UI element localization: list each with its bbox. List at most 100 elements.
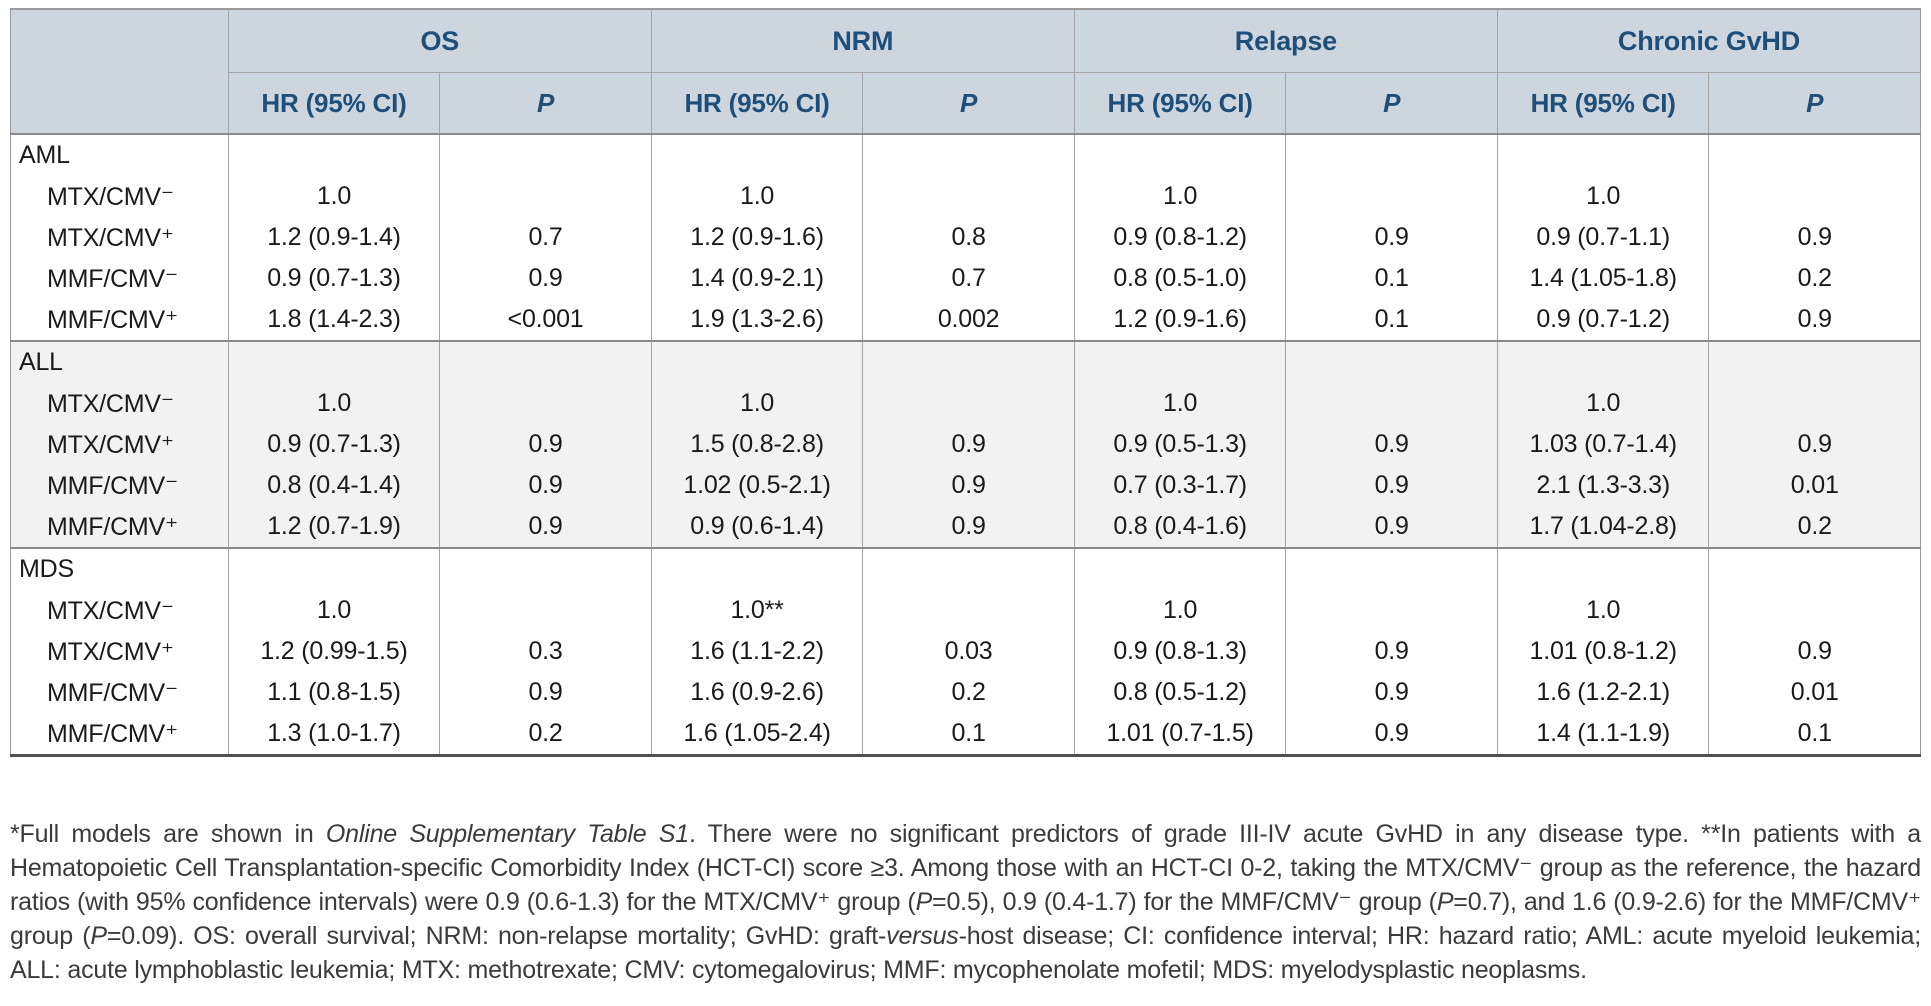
p-cell: 0.9 <box>439 424 652 465</box>
empty-cell <box>1073 134 1286 176</box>
os-hr-header: HR (95% CI) <box>227 72 440 134</box>
p-cell <box>1285 383 1498 424</box>
table-row: MMF/CMV⁻ 0.8 (0.4-1.4) 0.9 1.02 (0.5-2.1) 0.… <box>10 465 1921 506</box>
empty-cell <box>439 340 652 383</box>
empty-cell <box>439 134 652 176</box>
hr-cell: 1.6 (1.2-2.1) <box>1496 672 1709 713</box>
hr-cell: 1.6 (1.05-2.4) <box>650 713 863 756</box>
p-cell: 0.9 <box>1285 672 1498 713</box>
empty-cell <box>650 340 863 383</box>
group-header-row: OS NRM Relapse Chronic GvHD <box>10 9 1921 134</box>
hr-cell: 0.9 (0.8-1.3) <box>1073 631 1286 672</box>
section-header-row: MDS <box>10 547 1921 590</box>
hr-cell: 1.7 (1.04-2.8) <box>1496 506 1709 548</box>
table-row: MMF/CMV⁺ 1.3 (1.0-1.7) 0.2 1.6 (1.05-2.4) 0.… <box>10 713 1921 756</box>
p-cell <box>1285 176 1498 217</box>
hr-cell: 1.8 (1.4-2.3) <box>227 299 440 341</box>
row-label: MMF/CMV⁻ <box>10 258 229 299</box>
empty-cell <box>650 134 863 176</box>
nrm-p-header: P <box>862 72 1075 134</box>
relapse-p-header: P <box>1285 72 1498 134</box>
row-label: MMF/CMV⁺ <box>10 506 229 548</box>
empty-cell <box>1708 340 1921 383</box>
empty-cell <box>1073 547 1286 590</box>
hr-cell: 1.0 <box>1073 383 1286 424</box>
hr-cell: 1.0 <box>227 176 440 217</box>
footnote: *Full models are shown in Online Supplem… <box>10 820 1922 984</box>
table-header: OS NRM Relapse Chronic GvHD HR (95% CI) … <box>10 9 1921 134</box>
p-cell: 0.1 <box>1708 713 1921 756</box>
hr-cell: 0.9 (0.8-1.2) <box>1073 217 1286 258</box>
p-cell: 0.7 <box>439 217 652 258</box>
p-cell <box>439 590 652 631</box>
p-cell: 0.9 <box>1708 299 1921 341</box>
hr-cell: 0.8 (0.5-1.0) <box>1073 258 1286 299</box>
table-row: MTX/CMV⁺ 1.2 (0.99-1.5) 0.3 1.6 (1.1-2.2) 0.… <box>10 631 1921 672</box>
p-cell: 0.9 <box>1708 217 1921 258</box>
hr-cell: 1.02 (0.5-2.1) <box>650 465 863 506</box>
p-cell: <0.001 <box>439 299 652 341</box>
p-cell: 0.1 <box>862 713 1075 756</box>
p-cell: 0.9 <box>1708 631 1921 672</box>
p-cell: 0.1 <box>1285 299 1498 341</box>
p-cell: 0.9 <box>439 258 652 299</box>
group-header-chronic-gvhd: Chronic GvHD <box>1496 9 1921 73</box>
hr-cell: 1.03 (0.7-1.4) <box>1496 424 1709 465</box>
hr-cell: 0.9 (0.6-1.4) <box>650 506 863 548</box>
hr-cell: 1.2 (0.9-1.6) <box>1073 299 1286 341</box>
hr-cell: 1.0 <box>1073 176 1286 217</box>
table-row: MTX/CMV⁻ 1.0 1.0 1.0 1.0 <box>10 383 1921 424</box>
hr-cell: 1.0 <box>650 383 863 424</box>
p-cell: 0.002 <box>862 299 1075 341</box>
row-label: MTX/CMV⁻ <box>10 176 229 217</box>
p-cell: 0.9 <box>439 672 652 713</box>
empty-cell <box>1496 134 1709 176</box>
section-label: AML <box>10 134 229 176</box>
sub-header-row: HR (95% CI) P HR (95% CI) P HR (95% CI) … <box>11 72 1921 134</box>
row-label: MMF/CMV⁻ <box>10 465 229 506</box>
hr-cell: 0.9 (0.7-1.2) <box>1496 299 1709 341</box>
table-row: MMF/CMV⁺ 1.2 (0.7-1.9) 0.9 0.9 (0.6-1.4) 0.9… <box>10 506 1921 548</box>
table-row: MTX/CMV⁺ 0.9 (0.7-1.3) 0.9 1.5 (0.8-2.8) 0.9… <box>10 424 1921 465</box>
hr-cell: 1.0 <box>650 176 863 217</box>
hr-cell: 1.2 (0.99-1.5) <box>227 631 440 672</box>
section-label: ALL <box>10 340 229 383</box>
group-header-relapse: Relapse <box>1073 9 1498 73</box>
hr-cell: 1.0 <box>227 590 440 631</box>
row-label: MTX/CMV⁻ <box>10 590 229 631</box>
p-cell: 0.7 <box>862 258 1075 299</box>
hr-cell: 0.8 (0.4-1.4) <box>227 465 440 506</box>
p-cell: 0.9 <box>1285 631 1498 672</box>
p-cell: 0.9 <box>1285 424 1498 465</box>
p-cell: 0.01 <box>1708 465 1921 506</box>
group-header-nrm: NRM <box>650 9 1075 73</box>
p-cell: 0.9 <box>439 506 652 548</box>
p-cell: 0.2 <box>439 713 652 756</box>
empty-cell <box>1285 340 1498 383</box>
empty-cell <box>862 340 1075 383</box>
hr-cell: 0.9 (0.7-1.1) <box>1496 217 1709 258</box>
hr-cell: 1.2 (0.7-1.9) <box>227 506 440 548</box>
table-row: MTX/CMV⁺ 1.2 (0.9-1.4) 0.7 1.2 (0.9-1.6) 0.8… <box>10 217 1921 258</box>
hr-cell: 1.2 (0.9-1.6) <box>650 217 863 258</box>
hr-cell: 1.0 <box>1496 176 1709 217</box>
empty-cell <box>227 547 440 590</box>
hr-cell: 1.4 (0.9-2.1) <box>650 258 863 299</box>
empty-cell <box>227 134 440 176</box>
p-cell <box>862 383 1075 424</box>
hr-cell: 1.6 (1.1-2.2) <box>650 631 863 672</box>
empty-cell <box>227 340 440 383</box>
empty-cell <box>1285 547 1498 590</box>
row-label: MTX/CMV⁺ <box>10 424 229 465</box>
p-cell: 0.9 <box>862 465 1075 506</box>
p-cell: 0.9 <box>862 424 1075 465</box>
empty-cell <box>862 547 1075 590</box>
hr-cell: 1.4 (1.05-1.8) <box>1496 258 1709 299</box>
hr-cell: 1.6 (0.9-2.6) <box>650 672 863 713</box>
p-cell: 0.8 <box>862 217 1075 258</box>
table-row: MTX/CMV⁻ 1.0 1.0** 1.0 1.0 <box>10 590 1921 631</box>
p-cell: 0.03 <box>862 631 1075 672</box>
hr-cell: 1.0** <box>650 590 863 631</box>
p-cell: 0.9 <box>1285 506 1498 548</box>
p-cell: 0.9 <box>439 465 652 506</box>
